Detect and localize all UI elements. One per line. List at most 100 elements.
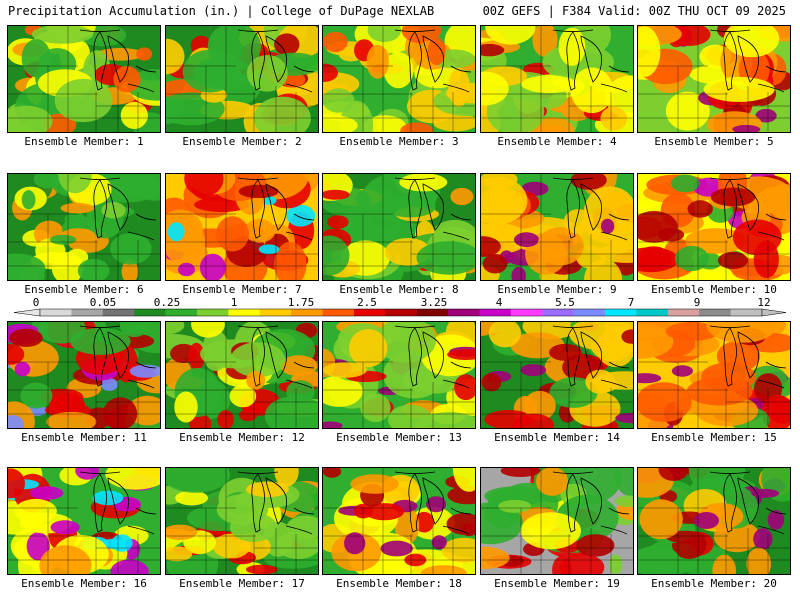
colorbar-tick-label: 7	[627, 296, 635, 309]
precipitation-field	[166, 26, 318, 132]
colorbar-swatch	[40, 309, 72, 316]
colorbar-tick-label: 12	[757, 296, 771, 309]
precipitation-colorbar	[13, 308, 787, 317]
ensemble-member-label: Ensemble Member: 2	[182, 135, 302, 148]
ensemble-member-label: Ensemble Member: 3	[339, 135, 459, 148]
precipitation-field	[8, 174, 160, 280]
colorbar-swatch	[448, 309, 480, 316]
ensemble-map-panel	[7, 25, 161, 133]
ensemble-map-panel	[165, 173, 319, 281]
ensemble-map-panel	[322, 25, 476, 133]
colorbar-tick-label: 5.5	[555, 296, 575, 309]
precipitation-field	[8, 26, 160, 132]
colorbar-arrow-right	[761, 308, 787, 317]
colorbar-swatch	[573, 309, 606, 316]
ensemble-map-panel	[7, 321, 161, 429]
colorbar-swatch	[196, 309, 229, 316]
colorbar-swatch	[291, 309, 323, 316]
colorbar-swatch	[102, 309, 135, 316]
ensemble-member-label: Ensemble Member: 13	[336, 431, 462, 444]
precipitation-field	[166, 468, 318, 574]
colorbar-tick-label: 1	[230, 296, 238, 309]
precipitation-field	[8, 468, 160, 574]
ensemble-member-label: Ensemble Member: 9	[497, 283, 617, 296]
colorbar-swatch	[228, 309, 261, 316]
colorbar-swatch	[542, 309, 574, 316]
precipitation-field	[481, 26, 633, 132]
ensemble-member-label: Ensemble Member: 15	[651, 431, 777, 444]
colorbar-tick-label: 9	[693, 296, 701, 309]
colorbar-swatch	[259, 309, 292, 316]
precipitation-field	[481, 174, 633, 280]
colorbar-swatch	[165, 309, 198, 316]
ensemble-member-label: Ensemble Member: 16	[21, 577, 147, 590]
colorbar-swatch	[416, 309, 449, 316]
precipitation-field	[323, 26, 475, 132]
ensemble-member-label: Ensemble Member: 18	[336, 577, 462, 590]
colorbar-tick-label: 4	[495, 296, 503, 309]
colorbar-swatch	[353, 309, 386, 316]
ensemble-member-label: Ensemble Member: 12	[179, 431, 305, 444]
ensemble-map-panel	[480, 25, 634, 133]
ensemble-map-panel	[637, 25, 791, 133]
precipitation-field	[323, 174, 475, 280]
ensemble-map-panel	[322, 321, 476, 429]
colorbar-tick-label: 0.05	[89, 296, 117, 309]
precipitation-field	[638, 468, 790, 574]
colorbar-swatch	[667, 309, 700, 316]
ensemble-map-panel	[7, 467, 161, 575]
ensemble-map-panel	[165, 321, 319, 429]
colorbar-swatch	[71, 309, 104, 316]
ensemble-map-panel	[637, 173, 791, 281]
precipitation-field	[481, 468, 633, 574]
ensemble-member-label: Ensemble Member: 19	[494, 577, 620, 590]
ensemble-map-panel	[322, 173, 476, 281]
ensemble-map-panel	[480, 173, 634, 281]
ensemble-map-panel	[165, 25, 319, 133]
colorbar-swatch	[636, 309, 669, 316]
ensemble-member-label: Ensemble Member: 10	[651, 283, 777, 296]
map-title: Precipitation Accumulation (in.) | Colle…	[8, 4, 435, 18]
precipitation-field	[8, 322, 160, 428]
forecast-valid-time: 00Z GEFS | F384 Valid: 00Z THU OCT 09 20…	[482, 4, 786, 18]
colorbar-swatch	[730, 309, 763, 316]
colorbar-swatch	[479, 309, 512, 316]
colorbar-tick-label: 2.5	[357, 296, 377, 309]
ensemble-member-label: Ensemble Member: 5	[654, 135, 774, 148]
ensemble-map-panel	[637, 321, 791, 429]
ensemble-map-panel	[480, 467, 634, 575]
colorbar-swatch	[699, 309, 731, 316]
colorbar-swatch	[322, 309, 355, 316]
precipitation-field	[638, 174, 790, 280]
ensemble-map-panel	[165, 467, 319, 575]
colorbar-swatch	[134, 309, 166, 316]
precipitation-field	[166, 174, 318, 280]
ensemble-member-label: Ensemble Member: 17	[179, 577, 305, 590]
precipitation-field	[323, 322, 475, 428]
ensemble-member-label: Ensemble Member: 11	[21, 431, 147, 444]
precipitation-field	[638, 322, 790, 428]
ensemble-member-label: Ensemble Member: 4	[497, 135, 617, 148]
ensemble-member-label: Ensemble Member: 14	[494, 431, 620, 444]
ensemble-member-label: Ensemble Member: 7	[182, 283, 302, 296]
precipitation-field	[166, 322, 318, 428]
colorbar-tick-label: 0	[32, 296, 40, 309]
colorbar-swatch	[385, 309, 417, 316]
colorbar-tick-label: 0.25	[153, 296, 181, 309]
precipitation-field	[638, 26, 790, 132]
colorbar-swatch	[510, 309, 543, 316]
colorbar-arrow-left	[13, 308, 41, 317]
ensemble-member-label: Ensemble Member: 1	[24, 135, 144, 148]
ensemble-map-panel	[322, 467, 476, 575]
ensemble-map-panel	[7, 173, 161, 281]
ensemble-map-panel	[480, 321, 634, 429]
colorbar-tick-label: 1.75	[287, 296, 315, 309]
ensemble-member-label: Ensemble Member: 8	[339, 283, 459, 296]
precipitation-field	[323, 468, 475, 574]
precipitation-field	[481, 322, 633, 428]
ensemble-member-label: Ensemble Member: 20	[651, 577, 777, 590]
ensemble-member-label: Ensemble Member: 6	[24, 283, 144, 296]
ensemble-map-panel	[637, 467, 791, 575]
colorbar-swatch	[605, 309, 637, 316]
colorbar-tick-label: 3.25	[420, 296, 448, 309]
